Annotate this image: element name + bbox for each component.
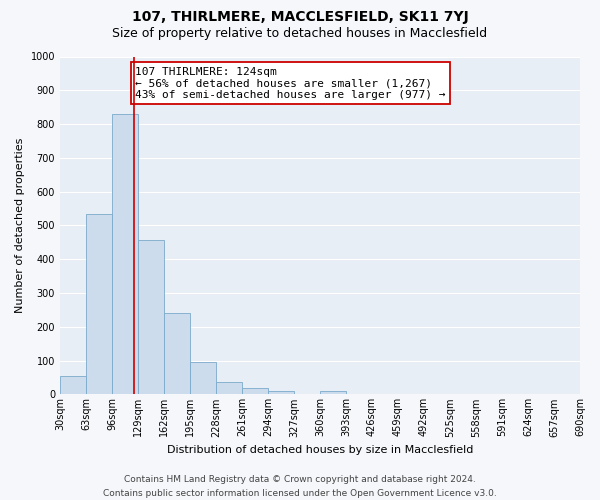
Text: 107 THIRLMERE: 124sqm
← 56% of detached houses are smaller (1,267)
43% of semi-d: 107 THIRLMERE: 124sqm ← 56% of detached … xyxy=(136,66,446,100)
Bar xyxy=(320,391,346,394)
Bar xyxy=(268,391,294,394)
Bar xyxy=(164,314,190,394)
Bar xyxy=(242,388,268,394)
Text: Size of property relative to detached houses in Macclesfield: Size of property relative to detached ho… xyxy=(112,28,488,40)
Bar xyxy=(216,382,242,394)
Y-axis label: Number of detached properties: Number of detached properties xyxy=(15,138,25,313)
X-axis label: Distribution of detached houses by size in Macclesfield: Distribution of detached houses by size … xyxy=(167,445,473,455)
Bar xyxy=(138,240,164,394)
Text: Contains HM Land Registry data © Crown copyright and database right 2024.
Contai: Contains HM Land Registry data © Crown c… xyxy=(103,476,497,498)
Bar xyxy=(112,114,138,394)
Bar xyxy=(60,376,86,394)
Bar xyxy=(190,362,216,394)
Text: 107, THIRLMERE, MACCLESFIELD, SK11 7YJ: 107, THIRLMERE, MACCLESFIELD, SK11 7YJ xyxy=(131,10,469,24)
Bar xyxy=(86,214,112,394)
